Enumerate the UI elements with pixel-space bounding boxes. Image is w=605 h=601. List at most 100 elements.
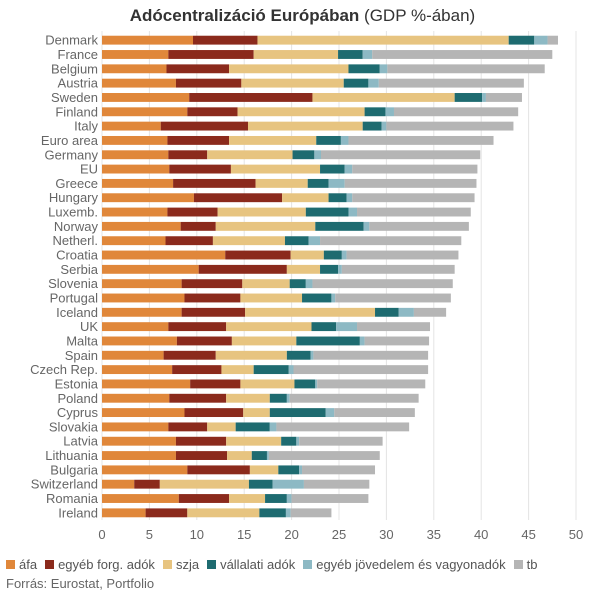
bar-segment-germany-s1	[168, 150, 208, 160]
bar-segment-eu-s0	[102, 164, 170, 174]
y-category-label: Slovakia	[49, 419, 99, 434]
bar-segment-estonia-s5	[317, 379, 426, 389]
bar-segment-denmark-s0	[102, 35, 194, 45]
x-tick-label: 40	[474, 527, 488, 542]
bar-segment-france-s5	[372, 50, 553, 59]
y-category-label: Serbia	[60, 262, 98, 277]
y-category-label: Poland	[58, 391, 98, 406]
bar-segment-iceland-s0	[102, 307, 182, 317]
bar-segment-iceland-s4	[398, 307, 414, 317]
bar-segment-switzerland-s5	[303, 479, 370, 489]
bar-segment-sweden-s4	[482, 93, 486, 102]
bar-segment-france-s1	[168, 50, 254, 59]
bar-segment-lithuania-s5	[268, 451, 380, 460]
y-category-label: Sweden	[51, 90, 98, 105]
bar-segment-finland-s3	[364, 107, 386, 117]
legend-item: egyéb jövedelem és vagyonadók	[303, 557, 506, 572]
bar-segment-belgium-s3	[348, 64, 380, 74]
bar-segment-malta-s0	[102, 336, 177, 346]
bar-segment-cyprus-s3	[269, 408, 326, 418]
bar-segment-latvia-s0	[102, 436, 176, 446]
bar-segment-netherl--s4	[308, 236, 321, 246]
bar-segment-bulgaria-s4	[299, 465, 303, 475]
y-category-label: Croatia	[56, 248, 99, 263]
bar-segment-slovakia-s4	[269, 422, 277, 432]
bar-segment-bulgaria-s5	[302, 465, 376, 475]
y-category-label: Switzerland	[31, 477, 98, 492]
bar-segment-finland-s0	[102, 107, 188, 117]
y-category-label: Netherl.	[52, 233, 98, 248]
legend-item: szja	[162, 557, 199, 572]
bar-segment-france-s4	[362, 50, 373, 59]
bar-segment-austria-s4	[368, 78, 379, 88]
bar-segment-germany-s3	[292, 150, 315, 160]
bar-segment-norway-s1	[180, 221, 216, 231]
bar-segment-belgium-s5	[387, 64, 545, 74]
bar-segment-eu-s4	[344, 164, 353, 174]
bar-segment-switzerland-s4	[272, 479, 304, 489]
y-category-label: Italy	[74, 119, 98, 134]
bar-segment-italy-s1	[160, 121, 248, 131]
x-tick-label: 20	[284, 527, 298, 542]
bar-segment-greece-s1	[173, 178, 256, 188]
bar-segment-belgium-s4	[379, 64, 388, 74]
bar-segment-malta-s5	[364, 336, 430, 346]
bar-segment-poland-s3	[269, 393, 287, 403]
bar-segment-lithuania-s3	[251, 451, 267, 460]
bar-segment-slovenia-s0	[102, 279, 182, 289]
bar-segment-austria-s2	[241, 78, 344, 88]
bar-segment-czech-rep--s4	[288, 365, 294, 375]
bar-segment-euro-area-s3	[316, 135, 341, 145]
bar-segment-eu-s2	[230, 164, 321, 174]
x-tick-label: 25	[332, 527, 346, 542]
bar-segment-austria-s5	[378, 78, 524, 88]
y-category-label: Latvia	[63, 434, 98, 449]
bar-segment-switzerland-s2	[159, 479, 249, 489]
y-category-label: Romania	[46, 491, 99, 506]
chart-title: Adócentralizáció Európában (GDP %-ában)	[0, 6, 605, 26]
bar-segment-portugal-s4	[331, 293, 336, 303]
y-category-label: Austria	[58, 76, 99, 91]
bar-segment-croatia-s3	[323, 250, 342, 260]
bar-segment-iceland-s1	[181, 307, 246, 317]
legend-swatch	[303, 560, 313, 570]
x-tick-label: 15	[237, 527, 251, 542]
bar-segment-serbia-s2	[286, 264, 321, 274]
bar-segment-sweden-s5	[485, 93, 522, 102]
bar-segment-denmark-s5	[547, 35, 558, 45]
bar-segment-ireland-s4	[285, 508, 291, 518]
bar-segment-portugal-s1	[184, 293, 241, 303]
bar-segment-france-s2	[253, 50, 339, 59]
x-tick-label: 30	[379, 527, 393, 542]
x-tick-label: 10	[190, 527, 204, 542]
bar-segment-cyprus-s2	[243, 408, 270, 418]
bar-segment-malta-s3	[296, 336, 360, 346]
bar-segment-netherl--s0	[102, 236, 166, 246]
x-tick-label: 35	[427, 527, 441, 542]
bar-segment-ireland-s2	[187, 508, 260, 518]
y-category-label: Norway	[54, 219, 99, 234]
bar-segment-switzerland-s0	[102, 479, 135, 489]
bar-segment-poland-s1	[169, 393, 227, 403]
y-category-label: Finland	[55, 104, 98, 119]
bar-segment-sweden-s1	[189, 93, 313, 102]
bar-segment-bulgaria-s3	[278, 465, 300, 475]
bar-segment-sweden-s0	[102, 93, 190, 102]
legend-swatch	[162, 560, 172, 570]
bar-segment-sweden-s2	[312, 93, 455, 102]
bar-segment-slovenia-s1	[181, 279, 243, 289]
bar-segment-croatia-s4	[341, 250, 347, 260]
bar-segment-uk-s0	[102, 322, 169, 332]
bar-segment-lithuania-s0	[102, 451, 176, 460]
bar-segment-greece-s3	[307, 178, 329, 188]
chart-title-sub: (GDP %-ában)	[359, 6, 476, 25]
bar-segment-luxemb--s4	[348, 207, 358, 217]
bar-segment-iceland-s2	[245, 307, 376, 317]
bar-segment-spain-s4	[310, 350, 314, 360]
bar-segment-slovakia-s2	[207, 422, 236, 432]
bar-segment-iceland-s5	[413, 307, 447, 317]
bar-segment-netherl--s1	[165, 236, 213, 246]
bar-segment-slovenia-s5	[312, 279, 453, 289]
bar-segment-spain-s2	[215, 350, 287, 360]
bar-segment-poland-s2	[226, 393, 270, 403]
